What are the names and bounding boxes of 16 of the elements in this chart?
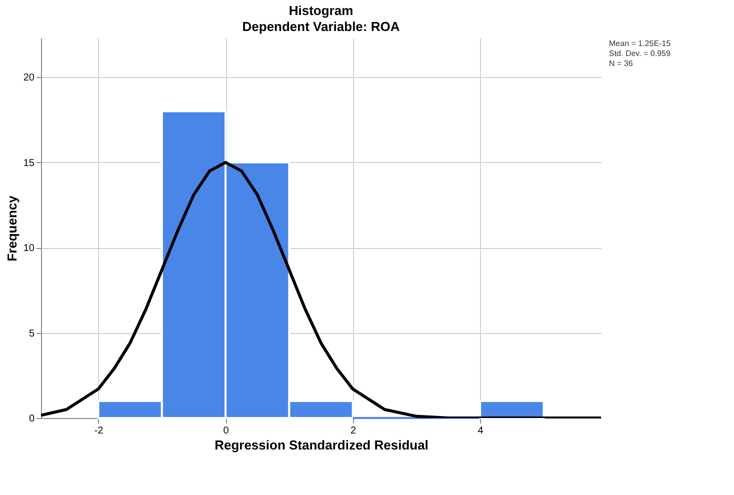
x-tick-label: 2 [350, 426, 357, 436]
text: Mean = 1.25E-15 [609, 39, 672, 48]
y-axis-title: Frequency [4, 194, 20, 262]
y-tick-label: 15 [23, 158, 35, 169]
y-tick-label: 10 [23, 243, 35, 254]
chart-subtitle: Dependent Variable: ROA [242, 19, 400, 34]
x-tick-label: 4 [478, 426, 484, 436]
x-axis-title: Regression Standardized Residual [214, 438, 428, 452]
x-tick-label: -2 [94, 426, 104, 436]
y-tick-label: 5 [28, 328, 35, 340]
x-tick-label: 0 [223, 426, 230, 436]
text: N = 36 [609, 59, 634, 68]
y-tick-label: 20 [23, 72, 35, 84]
chart-title: Histogram [288, 3, 354, 18]
y-tick-label: 0 [28, 414, 35, 424]
text: Std. Dev. = 0.959 [609, 49, 671, 58]
